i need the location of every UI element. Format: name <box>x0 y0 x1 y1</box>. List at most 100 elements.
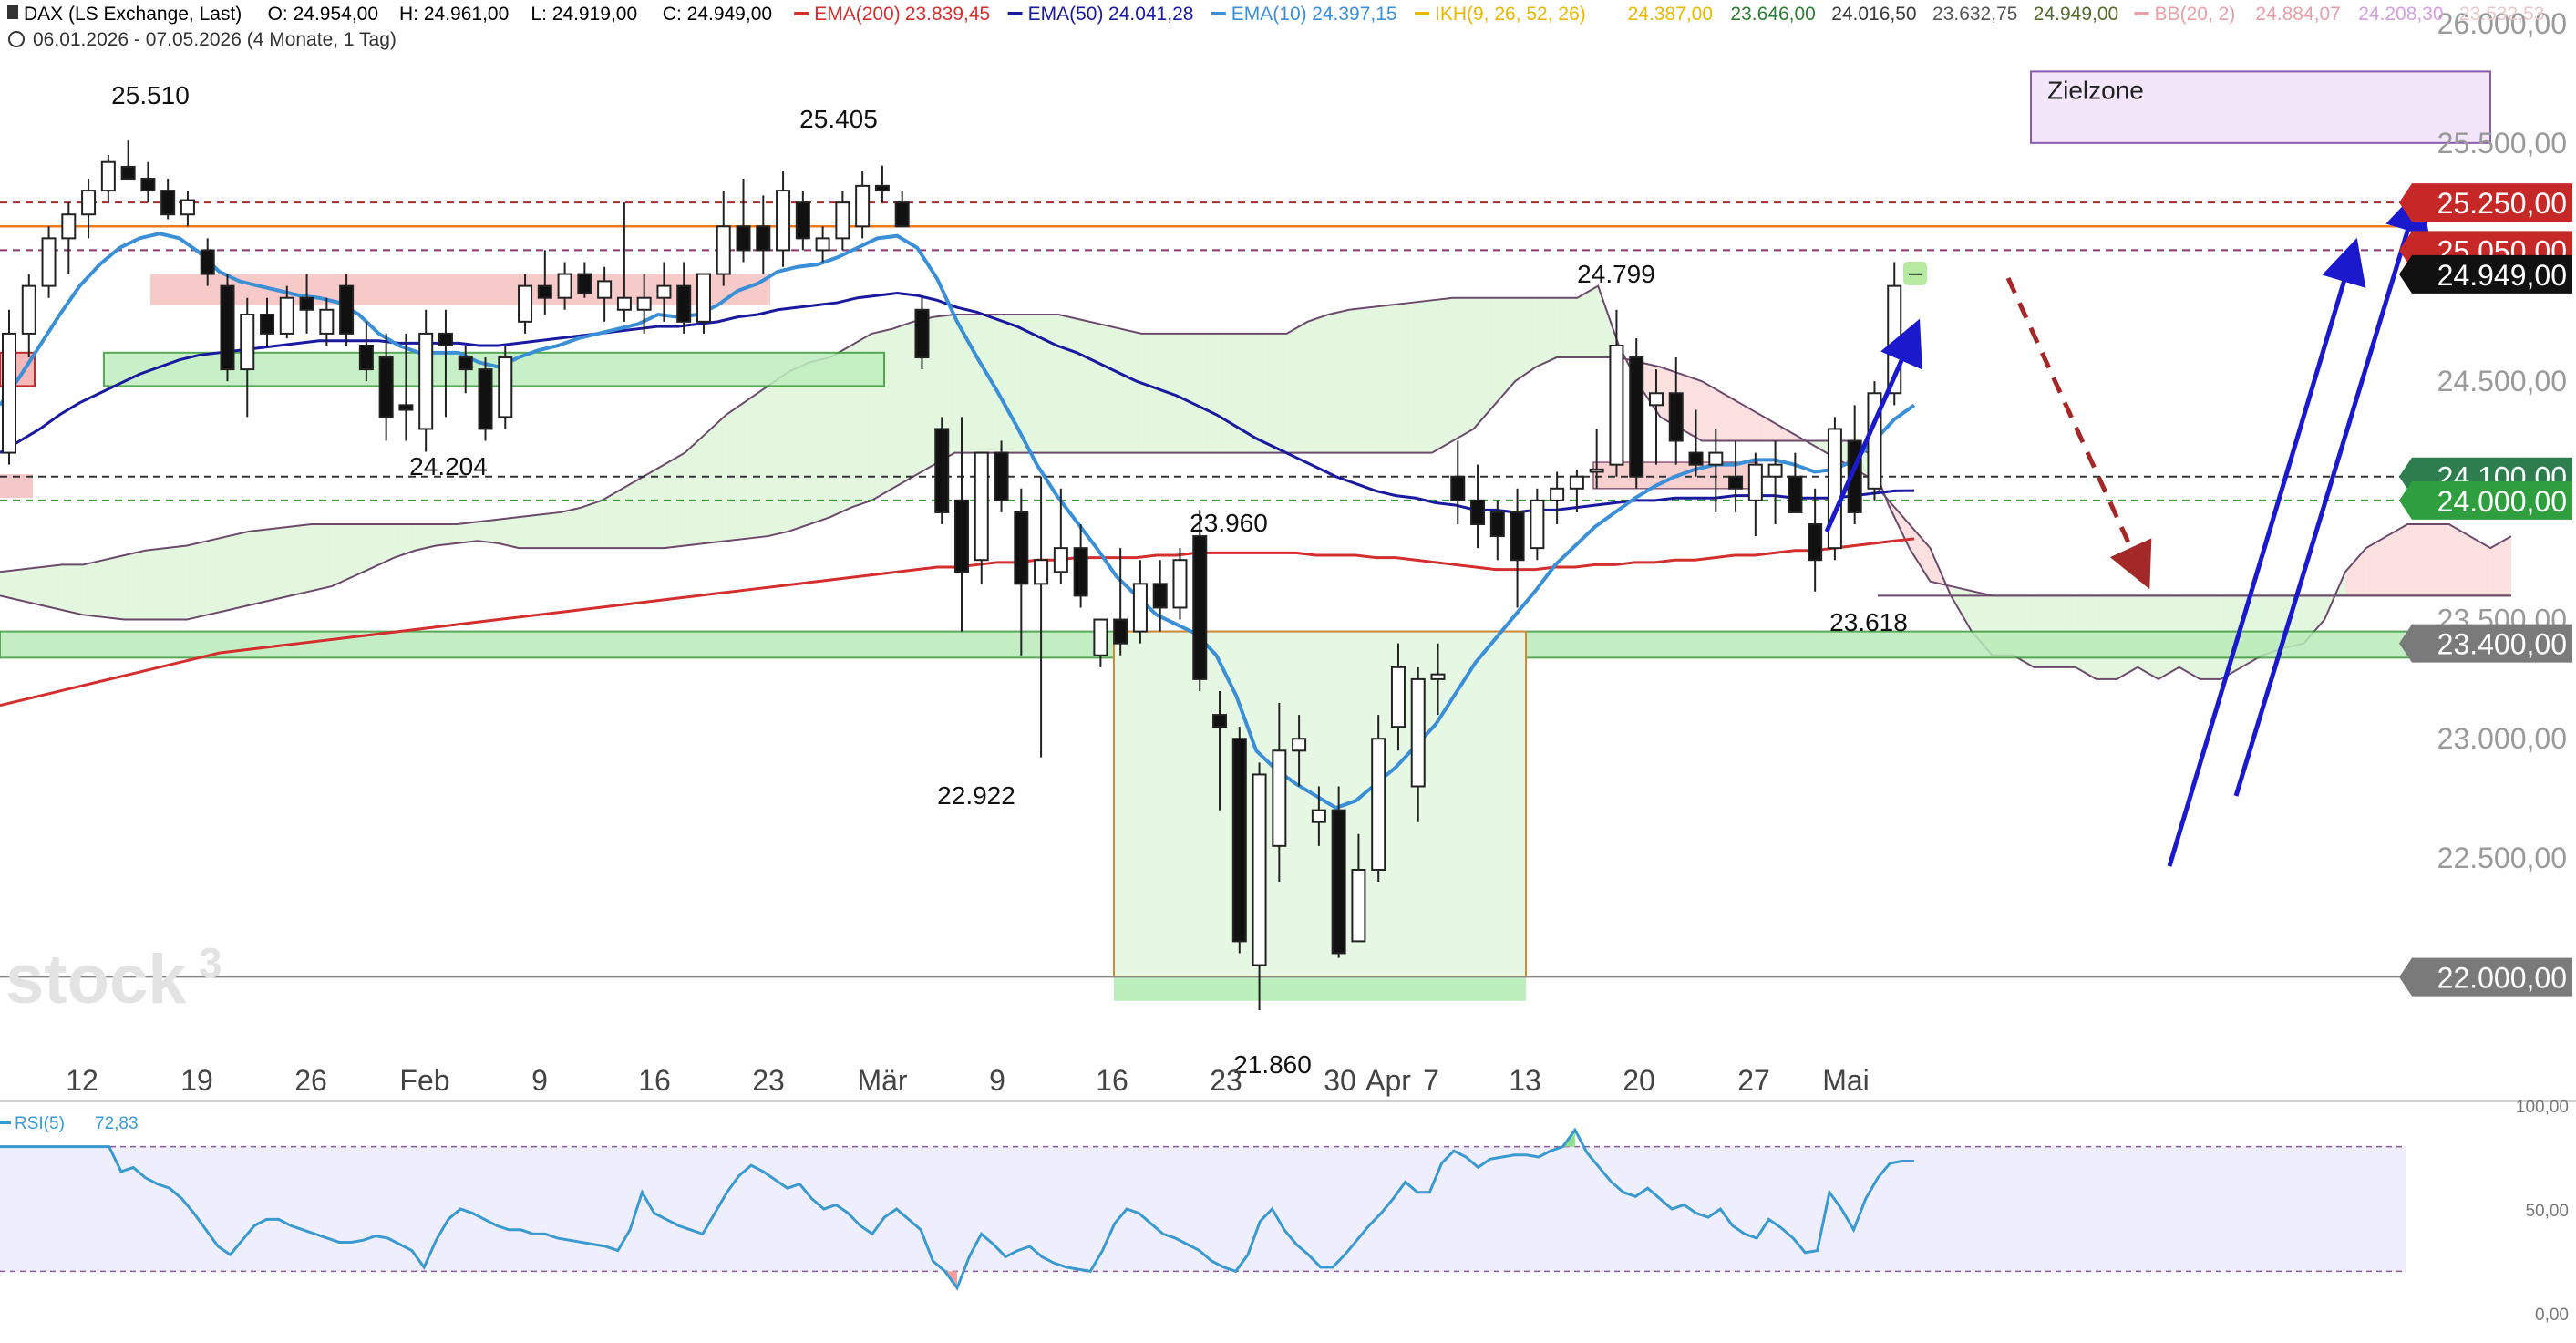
rsi-label: RSI(5) <box>15 1114 65 1133</box>
cloud-segment <box>1722 393 1744 441</box>
cloud-segment <box>2448 524 2470 596</box>
target-zone <box>2030 70 2491 144</box>
cloud-segment <box>2469 536 2491 596</box>
cloud-segment <box>2386 524 2408 596</box>
rsi-tick-label: 50,00 <box>2525 1202 2569 1221</box>
x-tick-label: Feb <box>399 1064 449 1097</box>
candle-up <box>1272 749 1287 847</box>
candle-up <box>2 332 16 454</box>
cloud-segment <box>1494 297 1516 406</box>
candle-down <box>140 178 156 192</box>
price-annotations: 25.510 25.405 24.204 24.799 23.960 22.922 23.6… <box>111 81 1927 1079</box>
price-annotation: 24.799 <box>1577 260 1655 288</box>
cloud-segment <box>1265 333 1287 453</box>
legend-swatch <box>1211 12 1226 15</box>
logo-watermark: stock 3 <box>5 939 222 1018</box>
candle-down <box>339 284 355 335</box>
legend-swatch <box>2134 12 2149 15</box>
y-tick-label: 24.500,00 <box>2437 365 2567 398</box>
x-tick-label: 7 <box>1423 1064 1439 1097</box>
cloud-segment <box>995 315 1017 453</box>
legend-item: C: 24.949,00 <box>663 4 772 25</box>
price-annotation: 22.922 <box>937 781 1015 810</box>
cloud-segment <box>1016 315 1038 453</box>
date-range: 06.01.2026 - 07.05.2026 (4 Monate, 1 Tag… <box>33 29 397 50</box>
y-tick-label: 25.500,00 <box>2437 127 2567 160</box>
candle-down <box>894 201 910 228</box>
cloud-segment <box>0 569 21 601</box>
cloud-segment <box>477 519 499 543</box>
cloud-segment <box>145 548 167 620</box>
cloud-segment <box>1764 417 1786 441</box>
cloud-segment <box>498 517 520 549</box>
forecast-arrows <box>1824 186 2430 867</box>
cloud-segment <box>1328 309 1349 453</box>
cloud-segment <box>1556 297 1578 358</box>
cloud-segment <box>290 524 312 596</box>
cloud-segment <box>726 400 747 542</box>
cloud-segment <box>581 500 603 549</box>
price-annotation: 23.618 <box>1829 608 1908 636</box>
y-tick-label: 23.000,00 <box>2437 722 2567 755</box>
candles <box>2 140 1922 1011</box>
up-arrow-long-1 <box>2167 237 2366 867</box>
candle-up <box>180 199 195 216</box>
legend-value: 24.041,28 <box>1108 4 1193 25</box>
x-tick-label: 16 <box>1096 1064 1128 1097</box>
price-annotation: 25.510 <box>111 81 190 109</box>
candle-down <box>160 190 176 216</box>
cloud-segment <box>415 524 437 551</box>
up-arrow-long-2 <box>2233 186 2430 797</box>
rsi-legend-swatch <box>0 1121 11 1124</box>
candle-down <box>200 249 215 275</box>
candle-up <box>81 190 97 216</box>
down-arrow-dashed <box>2005 276 2152 590</box>
candle-down <box>358 344 374 371</box>
x-tick-label: 13 <box>1509 1064 1541 1097</box>
candle-down <box>934 428 950 513</box>
candle-down <box>1510 511 1525 562</box>
candle-down <box>1668 392 1684 442</box>
cloud-segment <box>1286 321 1308 453</box>
cloud-segment <box>62 564 84 615</box>
cloud-segment <box>186 541 208 620</box>
cloud-segment <box>768 371 789 537</box>
cloud-segment <box>706 414 726 543</box>
cloud-segment <box>1411 300 1433 453</box>
cloud-segment <box>2365 536 2387 596</box>
rsi-tick-label: 0,00 <box>2535 1306 2569 1325</box>
level-badge-label: 22.000,00 <box>2437 962 2567 995</box>
candle-up <box>418 332 434 430</box>
candle-up <box>1292 738 1307 752</box>
candle-up <box>1589 468 1604 473</box>
clock-icon <box>8 31 25 47</box>
rsi-band <box>0 1146 2406 1272</box>
legend-value: 24.387,00 <box>1628 4 1713 25</box>
resistance-marker-left-2 <box>0 474 33 499</box>
candle-down <box>1728 475 1744 490</box>
candle-up <box>21 284 36 335</box>
cloud-segment <box>1182 333 1204 453</box>
candle-down <box>1152 583 1168 609</box>
candle-up <box>1430 673 1446 680</box>
legend-item: H: 24.961,00 <box>399 4 509 25</box>
candle-up <box>498 356 513 418</box>
candle-down <box>577 273 592 294</box>
candle-up <box>815 237 830 252</box>
cloud-segment <box>1535 297 1557 367</box>
cloud-segment <box>1369 305 1391 453</box>
legend-item: 24.208,30 <box>2358 4 2443 25</box>
cloud-segment <box>1577 285 1599 358</box>
candle-up <box>855 184 871 228</box>
candle-down <box>795 201 810 240</box>
x-axis: 12 19 26 Feb 9 16 23 Mär 9 16 23 30 Apr 7 13 20 27 Mai <box>0 1064 2576 1102</box>
candle-up <box>1747 463 1763 501</box>
x-tick-label: 16 <box>638 1064 671 1097</box>
rsi-panel: RSI(5) 72,83 100,00 50,00 0,00 <box>0 1098 2569 1325</box>
cloud-segment <box>83 560 104 617</box>
cloud-segment <box>20 567 42 605</box>
level-badges: 25.250,0025.050,0024.100,0024.000,0023.4… <box>2399 183 2572 997</box>
cloud-segment <box>1598 285 1619 358</box>
legend-swatch <box>1007 12 1023 15</box>
candle-down <box>1808 523 1823 562</box>
